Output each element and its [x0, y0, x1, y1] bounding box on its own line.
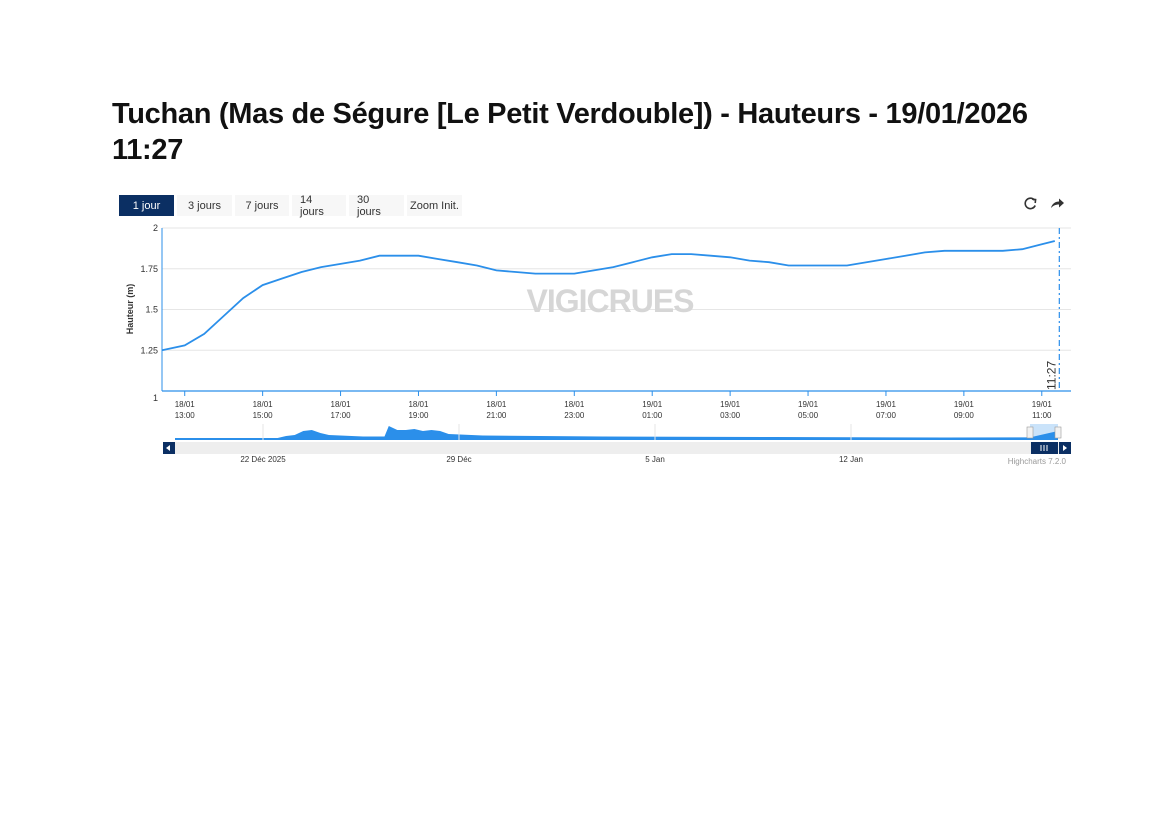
x-tick-label-time: 13:00: [175, 411, 196, 420]
y-tick-label: 2: [153, 223, 158, 233]
navigator-selection[interactable]: [1030, 424, 1058, 440]
credits[interactable]: Highcharts 7.2.0: [1008, 457, 1067, 466]
x-tick-label-date: 18/01: [564, 400, 585, 409]
y-tick-label: 1.75: [140, 264, 158, 274]
x-tick-label-time: 03:00: [720, 411, 741, 420]
refresh-icon[interactable]: [1021, 195, 1039, 213]
plot-gridlines: [161, 227, 1071, 392]
x-tick-label-time: 15:00: [253, 411, 274, 420]
scrollbar-track[interactable]: [163, 442, 1071, 454]
grip-icon: [1040, 445, 1048, 451]
x-tick-label-date: 19/01: [1032, 400, 1053, 409]
range-button-14-jours[interactable]: 14 jours: [292, 194, 346, 218]
x-tick-label-time: 05:00: [798, 411, 819, 420]
range-button-30-jours[interactable]: 30 jours: [349, 194, 404, 218]
x-tick-label-date: 18/01: [331, 400, 352, 409]
range-selector: 1 jour 3 jours 7 jours 14 jours 30 jours…: [119, 194, 462, 218]
x-tick-label-date: 19/01: [876, 400, 897, 409]
range-button-1-jour[interactable]: 1 jour: [119, 195, 174, 216]
x-axis-ticks: 18/01 13:00 18/01 15:00 18/01 17:00 18/01 19:00…: [175, 391, 1053, 420]
x-tick-label-date: 18/01: [175, 400, 196, 409]
x-tick-label-date: 18/01: [486, 400, 507, 409]
navigator-label: 29 Déc: [446, 455, 471, 464]
navigator-label: 5 Jan: [645, 455, 665, 464]
page-title: Tuchan (Mas de Ségure [Le Petit Verdoubl…: [112, 98, 1028, 166]
share-arrow-icon[interactable]: [1048, 195, 1066, 213]
range-button-3-jours[interactable]: 3 jours: [177, 195, 232, 216]
x-tick-label-date: 19/01: [954, 400, 975, 409]
y-tick-label: 1: [153, 393, 158, 403]
x-tick-label-time: 01:00: [642, 411, 663, 420]
y-axis-title: Hauteur (m): [125, 284, 135, 335]
y-axis-ticks: 1 1.25 1.5 1.75 2: [140, 223, 158, 403]
x-tick-label-date: 18/01: [408, 400, 429, 409]
chevron-right-icon: [1063, 445, 1067, 451]
navigator-label: 22 Déc 2025: [240, 455, 286, 464]
x-tick-label-time: 09:00: [954, 411, 975, 420]
y-tick-label: 1.25: [140, 345, 158, 355]
x-tick-label-time: 19:00: [408, 411, 429, 420]
now-marker-label: 11:27: [1044, 361, 1058, 390]
x-tick-label-time: 17:00: [331, 411, 352, 420]
watermark-logo: VIGICRUES: [526, 283, 694, 319]
chevron-left-icon: [166, 445, 170, 451]
navigator-labels: 22 Déc 2025 29 Déc 5 Jan 12 Jan: [240, 424, 863, 464]
navigator-label: 12 Jan: [839, 455, 863, 464]
x-tick-label-date: 19/01: [720, 400, 741, 409]
series-line-hauteur: [161, 240, 1056, 352]
range-button-7-jours[interactable]: 7 jours: [235, 195, 289, 216]
navigator-handle-right[interactable]: [1054, 426, 1062, 439]
x-tick-label-date: 19/01: [642, 400, 663, 409]
x-tick-label-date: 19/01: [798, 400, 819, 409]
y-tick-label: 1.5: [145, 305, 158, 315]
navigator-series-area: [175, 426, 1058, 440]
range-button-zoom-init[interactable]: Zoom Init.: [407, 195, 462, 216]
x-tick-label-time: 23:00: [564, 411, 585, 420]
navigator-handle-left[interactable]: [1026, 426, 1034, 439]
x-tick-label-time: 07:00: [876, 411, 897, 420]
navigator[interactable]: 22 Déc 2025 29 Déc 5 Jan 12 Jan: [175, 424, 1071, 464]
x-tick-label-time: 21:00: [486, 411, 507, 420]
x-tick-label-date: 18/01: [253, 400, 274, 409]
x-tick-label-time: 11:00: [1032, 411, 1052, 420]
scrollbar[interactable]: [163, 442, 1071, 454]
